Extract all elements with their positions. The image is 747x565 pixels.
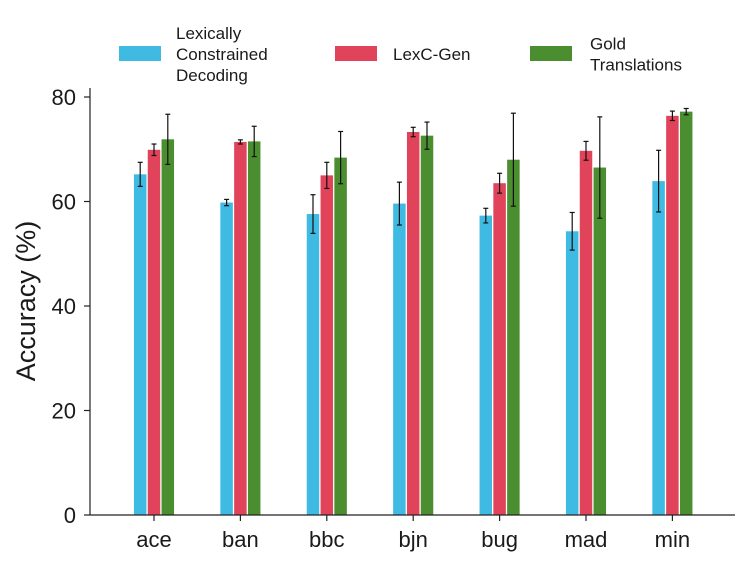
bar (234, 141, 247, 515)
bar (593, 167, 607, 515)
bar (147, 149, 161, 515)
bar (507, 159, 520, 515)
y-tick-label: 20 (52, 399, 76, 424)
y-tick-label: 40 (52, 294, 76, 319)
x-tick-label: ban (222, 527, 259, 552)
legend: Lexically Constrained Decoding LexC-Gen Gold… (119, 24, 682, 85)
bar (220, 202, 233, 516)
legend-label: Decoding (176, 66, 248, 85)
x-tick-label: bjn (399, 527, 428, 552)
axes (89, 88, 735, 516)
bar (420, 135, 434, 516)
bar (247, 141, 261, 515)
legend-label: Gold (590, 35, 626, 54)
bars (133, 107, 693, 516)
x-tick-label: mad (565, 527, 608, 552)
x-tick-label: min (655, 527, 690, 552)
y-ticks: 0 20 40 60 80 (52, 85, 90, 528)
legend-swatch (530, 46, 572, 61)
legend-label: Constrained (176, 45, 268, 64)
bar (320, 175, 334, 515)
bar (565, 231, 579, 515)
bar (161, 139, 175, 515)
bar (133, 174, 147, 515)
bar (652, 181, 665, 515)
y-tick-label: 60 (52, 190, 76, 215)
x-ticks: ace ban bbc bjn bug mad min (136, 515, 690, 552)
x-tick-label: bbc (309, 527, 344, 552)
bar (393, 203, 406, 515)
x-tick-label: ace (136, 527, 171, 552)
bar (479, 215, 493, 516)
bar (579, 150, 593, 515)
bar (306, 214, 320, 516)
bar (679, 111, 693, 515)
legend-swatch (119, 46, 161, 61)
bar (406, 132, 420, 515)
y-tick-label: 0 (64, 503, 76, 528)
legend-swatch (335, 46, 377, 61)
bar (493, 183, 506, 515)
bar (334, 157, 347, 516)
legend-label: Translations (590, 56, 682, 75)
bar (666, 115, 679, 515)
legend-label: Lexically (176, 24, 242, 43)
y-axis-title: Accuracy (%) (11, 221, 41, 382)
legend-label: LexC-Gen (393, 45, 470, 64)
x-tick-label: bug (481, 527, 518, 552)
y-tick-label: 80 (52, 85, 76, 110)
